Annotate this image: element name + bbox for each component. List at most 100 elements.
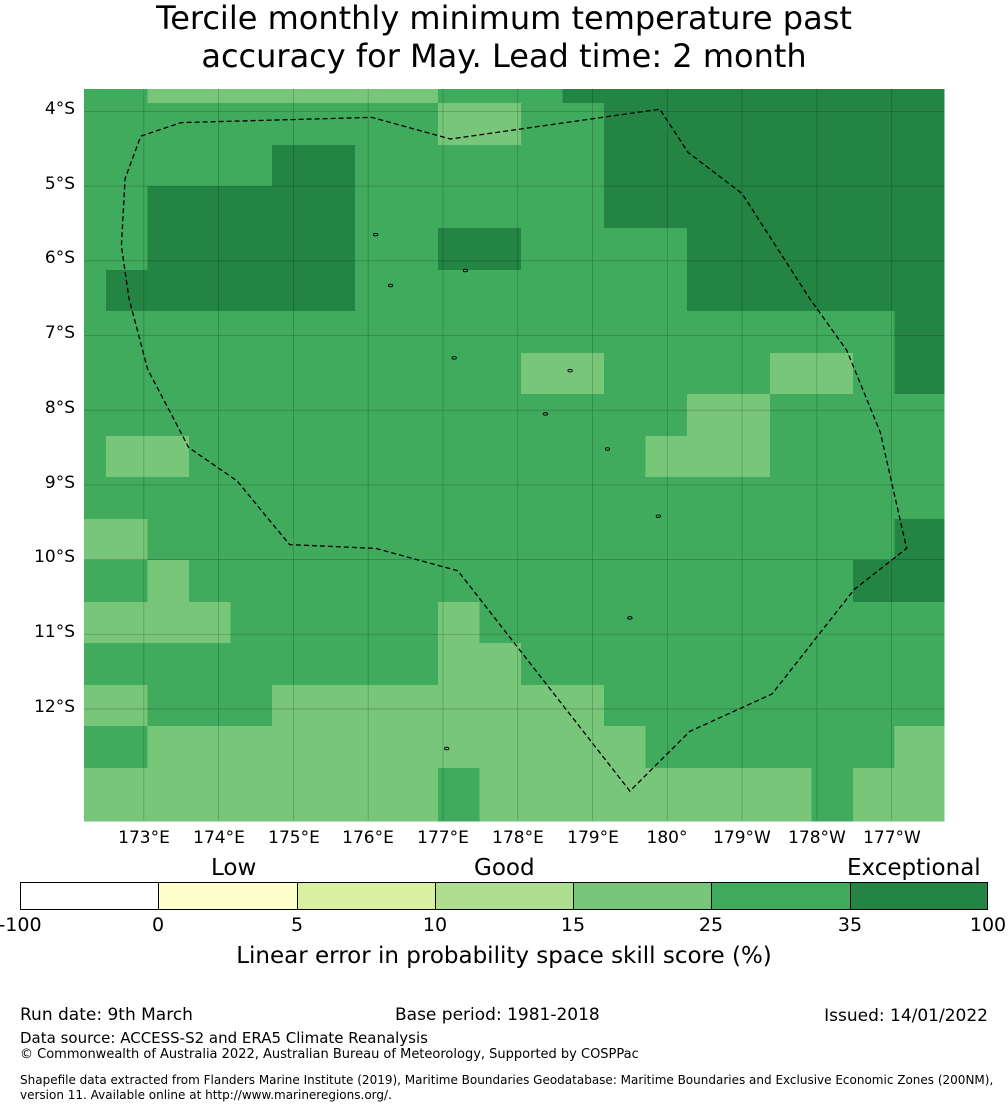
grid-cell: [272, 768, 314, 822]
grid-cell: [230, 477, 273, 520]
grid-cell: [147, 228, 190, 271]
grid-cell: [189, 311, 231, 354]
grid-cell: [894, 560, 945, 603]
grid-cell: [894, 477, 945, 520]
grid-cell: [355, 768, 397, 822]
grid-cell: [728, 228, 771, 271]
grid-cell: [396, 270, 439, 312]
grid-cell: [438, 768, 480, 822]
grid-cell: [811, 145, 854, 187]
grid-cell: [853, 560, 895, 603]
grid-cell: [853, 726, 895, 769]
grid-cell: [396, 228, 439, 271]
grid-cell: [604, 103, 646, 146]
grid-cell: [687, 228, 729, 271]
lat-label: 9°S: [44, 473, 75, 493]
grid-cell: [687, 145, 729, 187]
grid-cell: [438, 643, 480, 686]
grid-cell: [189, 145, 231, 187]
grid-cell: [728, 602, 771, 644]
colorbar-segment: [850, 882, 988, 910]
grid-cell: [84, 685, 107, 727]
grid-cell: [811, 311, 854, 354]
lon-label: 178°E: [492, 828, 544, 848]
grid-cell: [770, 602, 812, 644]
grid-cell: [894, 519, 945, 561]
grid-cell: [147, 643, 190, 686]
grid-cell: [770, 643, 812, 686]
lon-label: 174°E: [193, 828, 245, 848]
grid-cell: [272, 89, 314, 104]
colorbar-title: Linear error in probability space skill …: [236, 943, 772, 969]
grid-cell: [396, 643, 439, 686]
grid-cell: [313, 436, 356, 478]
grid-cell: [770, 560, 812, 603]
grid-cell: [84, 436, 107, 478]
grid-cell: [230, 228, 273, 271]
grid-cell: [230, 643, 273, 686]
grid-cell: [562, 519, 605, 561]
grid-cell: [272, 560, 314, 603]
grid-cell: [189, 685, 231, 727]
grid-cell: [313, 643, 356, 686]
colorbar-segment: [20, 882, 158, 910]
grid-cell: [106, 560, 148, 603]
grid-cell: [604, 726, 646, 769]
grid-cell: [853, 186, 895, 229]
grid-cell: [521, 186, 563, 229]
grid-cell: [313, 394, 356, 437]
grid-cell: [728, 186, 771, 229]
grid-cell: [521, 436, 563, 478]
island-outline: [542, 412, 549, 416]
grid-cell: [396, 685, 439, 727]
grid-cell: [396, 602, 439, 644]
lon-label: 180°: [646, 828, 688, 848]
grid-cell: [147, 103, 190, 146]
grid-cell: [687, 768, 729, 822]
grid-cell: [562, 89, 605, 104]
grid-cell: [147, 186, 190, 229]
grid-cell: [106, 519, 148, 561]
grid-cell: [313, 726, 356, 769]
island-outline: [373, 232, 379, 237]
grid-cell: [230, 768, 273, 822]
grid-cell: [562, 436, 605, 478]
grid-cell: [355, 560, 397, 603]
grid-cell: [438, 145, 480, 187]
grid-cell: [770, 89, 812, 104]
grid-cell: [313, 103, 356, 146]
grid-cell: [770, 394, 812, 437]
grid-cell: [355, 602, 397, 644]
grid-cell: [894, 186, 945, 229]
grid-cell: [479, 186, 522, 229]
grid-cell: [189, 477, 231, 520]
colorbar-segment: [297, 882, 435, 910]
grid-cell: [604, 89, 646, 104]
grid-cell: [355, 643, 397, 686]
grid-cell: [811, 103, 854, 146]
colorbar-segment: [158, 882, 297, 910]
grid-cell: [355, 353, 397, 395]
grid-cell: [313, 602, 356, 644]
grid-cell: [479, 228, 522, 271]
grid-cell: [355, 311, 397, 354]
grid-cell: [355, 726, 397, 769]
grid-cell: [521, 89, 563, 104]
grid-cell: [355, 89, 397, 104]
grid-cell: [313, 186, 356, 229]
grid-cell: [313, 145, 356, 187]
grid-cell: [106, 768, 148, 822]
grid-cell: [230, 519, 273, 561]
grid-cell: [562, 394, 605, 437]
issued-date: Issued: 14/01/2022: [824, 1006, 988, 1026]
island-outline: [627, 616, 633, 620]
grid-cell: [728, 270, 771, 312]
grid-cell: [106, 186, 148, 229]
island-outline: [451, 356, 457, 360]
grid-cell: [355, 394, 397, 437]
grid-cell: [853, 228, 895, 271]
grid-cell: [230, 602, 273, 644]
grid-cell: [562, 311, 605, 354]
grid-cell: [770, 685, 812, 727]
grid-cell: [645, 353, 688, 395]
